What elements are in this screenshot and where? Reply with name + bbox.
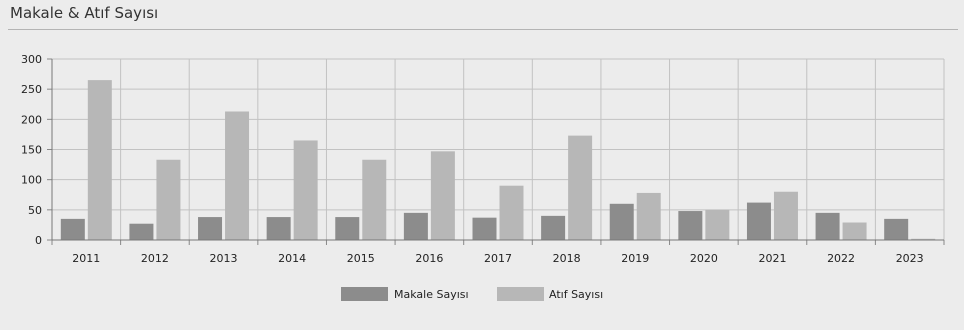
y-tick-label: 300: [21, 53, 42, 66]
bar-atif-2021: [773, 191, 798, 240]
x-tick-label: 2022: [827, 252, 855, 265]
bar-atif-2019: [636, 192, 661, 240]
x-tick-label: 2021: [758, 252, 786, 265]
y-tick-label: 250: [21, 83, 42, 96]
bar-atif-2023: [911, 238, 936, 240]
bar-makale-2023: [884, 218, 909, 240]
x-tick-label: 2015: [347, 252, 375, 265]
bar-atif-2017: [499, 185, 524, 240]
bar-atif-2013: [225, 111, 250, 241]
legend-swatch-makale: [341, 287, 388, 301]
bar-makale-2021: [746, 202, 771, 240]
bar-atif-2012: [156, 159, 181, 240]
bar-makale-2014: [266, 217, 291, 240]
bar-atif-2020: [705, 209, 730, 240]
x-tick-label: 2011: [72, 252, 100, 265]
legend-swatch-atif: [497, 287, 544, 301]
y-tick-label: 200: [21, 113, 42, 126]
bar-makale-2019: [609, 203, 634, 240]
bar-atif-2015: [362, 159, 387, 240]
bar-makale-2011: [60, 218, 85, 240]
x-tick-label: 2023: [896, 252, 924, 265]
title-divider: [8, 29, 958, 30]
bar-makale-2018: [541, 215, 566, 240]
x-tick-label: 2018: [553, 252, 581, 265]
x-tick-label: 2017: [484, 252, 512, 265]
bar-makale-2012: [129, 223, 154, 240]
x-tick-label: 2014: [278, 252, 306, 265]
bar-makale-2022: [815, 212, 840, 240]
bar-makale-2017: [472, 217, 497, 240]
bar-makale-2013: [198, 217, 223, 240]
x-tick-label: 2020: [690, 252, 718, 265]
bar-atif-2022: [842, 222, 867, 240]
y-tick-label: 0: [35, 234, 42, 247]
axes: 0 50 100 150 200 250 300 2011 2012 2013 2014 2015 20…: [21, 53, 945, 265]
bar-atif-2016: [430, 151, 455, 240]
grid-lines: [51, 58, 945, 241]
y-tick-label: 50: [28, 204, 42, 217]
bar-series: [60, 80, 936, 241]
bar-makale-2016: [403, 212, 428, 240]
chart-title: Makale & Atıf Sayısı: [10, 4, 159, 22]
y-tick-label: 100: [21, 174, 42, 187]
x-tick-label: 2013: [210, 252, 238, 265]
bar-atif-2018: [568, 135, 593, 240]
x-tick-label: 2016: [415, 252, 443, 265]
legend-label-makale: Makale Sayısı: [394, 288, 469, 301]
bar-atif-2014: [293, 140, 318, 240]
bar-atif-2011: [87, 80, 112, 240]
x-tick-label: 2012: [141, 252, 169, 265]
legend: Makale Sayısı Atıf Sayısı: [341, 287, 603, 301]
bar-makale-2020: [678, 211, 703, 240]
x-tick-label: 2019: [621, 252, 649, 265]
bar-makale-2015: [335, 217, 360, 240]
y-tick-label: 150: [21, 144, 42, 157]
legend-label-atif: Atıf Sayısı: [549, 288, 603, 301]
